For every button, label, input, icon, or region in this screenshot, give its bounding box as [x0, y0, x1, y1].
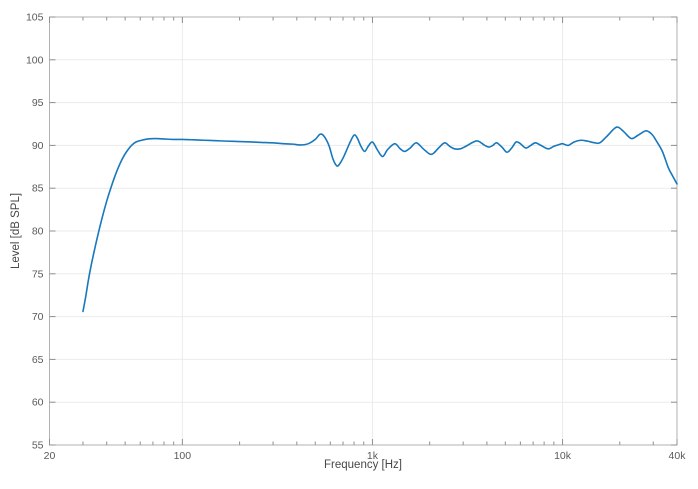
response-curve	[82, 126, 678, 313]
svg-text:60: 60	[32, 397, 44, 409]
svg-text:1k: 1k	[367, 450, 379, 462]
y-axis-label: Level [dB SPL]	[10, 192, 22, 270]
grid-lines	[49, 16, 677, 446]
svg-text:40k: 40k	[669, 450, 687, 462]
svg-text:90: 90	[32, 140, 44, 152]
svg-text:100: 100	[26, 54, 44, 66]
svg-text:55: 55	[32, 440, 44, 452]
svg-text:80: 80	[32, 226, 44, 238]
tick-marks	[49, 16, 678, 446]
svg-text:85: 85	[32, 183, 44, 195]
svg-text:95: 95	[32, 97, 44, 109]
x-axis-label: Frequency [Hz]	[324, 459, 402, 471]
svg-text:100: 100	[174, 450, 192, 462]
svg-text:20: 20	[44, 450, 56, 462]
svg-text:10k: 10k	[554, 450, 572, 462]
svg-text:70: 70	[32, 311, 44, 323]
svg-text:65: 65	[32, 354, 44, 366]
y-tick-labels: 55 60 65 70 75 80 85 90 95 100 105	[26, 12, 44, 452]
x-tick-labels: 20 100 1k 10k 40k	[44, 450, 687, 462]
svg-text:105: 105	[26, 12, 44, 24]
svg-text:75: 75	[32, 268, 44, 280]
